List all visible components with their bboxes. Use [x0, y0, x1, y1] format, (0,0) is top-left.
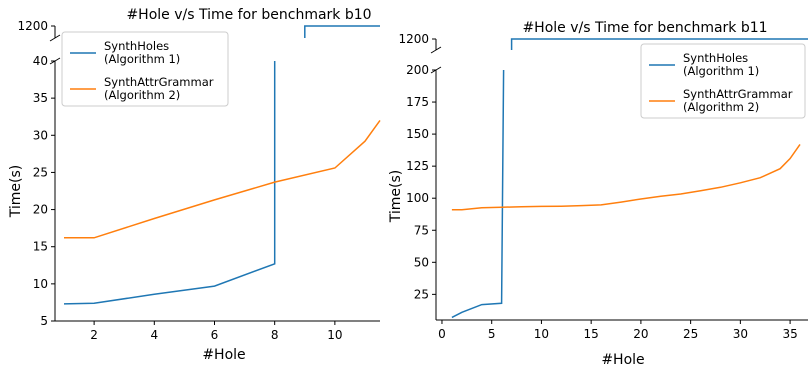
y-tick-label: 125: [406, 159, 429, 173]
y-tick-label: 20: [33, 203, 48, 217]
legend-label: SynthHoles: [104, 39, 169, 53]
y-tick-label: 35: [33, 91, 48, 105]
y-axis-label: Time(s): [388, 170, 404, 223]
y-tick-label: 30: [33, 128, 48, 142]
y-tick-label: 75: [414, 223, 429, 237]
x-axis-label: #Hole: [601, 352, 644, 368]
y-axis-label: Time(s): [8, 165, 24, 218]
y-tick-label: 50: [414, 255, 429, 269]
x-tick-label: 15: [584, 327, 599, 341]
x-tick-label: 2: [90, 328, 98, 342]
x-tick-label: 25: [683, 327, 698, 341]
legend-label: (Algorithm 1): [104, 52, 180, 66]
legend-label: (Algorithm 1): [683, 64, 759, 78]
legend-label: SynthAttrGrammar: [104, 75, 214, 89]
y-tick-label: 10: [33, 277, 48, 291]
x-tick-label: 10: [327, 328, 342, 342]
x-tick-label: 8: [271, 328, 279, 342]
x-tick-label: 10: [534, 327, 549, 341]
legend-label: (Algorithm 2): [104, 88, 180, 102]
legend-label: SynthAttrGrammar: [683, 87, 793, 101]
legend-box: [640, 43, 806, 119]
legend-label: SynthHoles: [683, 51, 748, 65]
x-tick-label: 30: [733, 327, 748, 341]
y-tick-label: 200: [406, 63, 429, 77]
series-line-2: [64, 119, 381, 239]
legend-label: (Algorithm 2): [683, 100, 759, 114]
chart-2: #Hole v/s Time for benchmark b1125507510…: [388, 20, 808, 368]
chart-title: #Hole v/s Time for benchmark b10: [126, 7, 371, 23]
y-tick-label: 5: [40, 314, 48, 328]
x-tick-label: 6: [211, 328, 219, 342]
y-tick-label: 150: [406, 127, 429, 141]
chart-title: #Hole v/s Time for benchmark b11: [522, 20, 767, 36]
axis-break-mark: [49, 34, 61, 42]
axis-break-mark: [430, 46, 442, 54]
legend-box: [61, 31, 229, 107]
series-line-1: [451, 69, 505, 319]
x-tick-label: 0: [438, 327, 446, 341]
series-line-1: [63, 61, 276, 305]
y-tick-label: 100: [406, 191, 429, 205]
legend: SynthHoles(Algorithm 1) SynthAttrGrammar(…: [640, 43, 806, 119]
x-tick-label: 5: [488, 327, 496, 341]
x-tick-label: 35: [782, 327, 797, 341]
y-tick-label: 1200: [17, 19, 48, 33]
x-axis-label: #Hole: [202, 347, 245, 363]
y-tick-label: 1200: [398, 32, 429, 46]
y-tick-label: 25: [414, 287, 429, 301]
y-tick-label: 15: [33, 240, 48, 254]
series-line-upper-1: [304, 25, 380, 38]
x-tick-label: 4: [150, 328, 158, 342]
series-line-2: [451, 143, 801, 211]
chart-1: #Hole v/s Time for benchmark b10 5 10 15 20 2…: [8, 7, 381, 363]
y-tick-label: 175: [406, 95, 429, 109]
legend: SynthHoles(Algorithm 1) SynthAttrGrammar(…: [61, 31, 229, 107]
x-tick-label: 20: [633, 327, 648, 341]
y-tick-label: 25: [33, 165, 48, 179]
series-line-upper-1: [510, 38, 808, 50]
y-tick-label: 40: [33, 54, 48, 68]
